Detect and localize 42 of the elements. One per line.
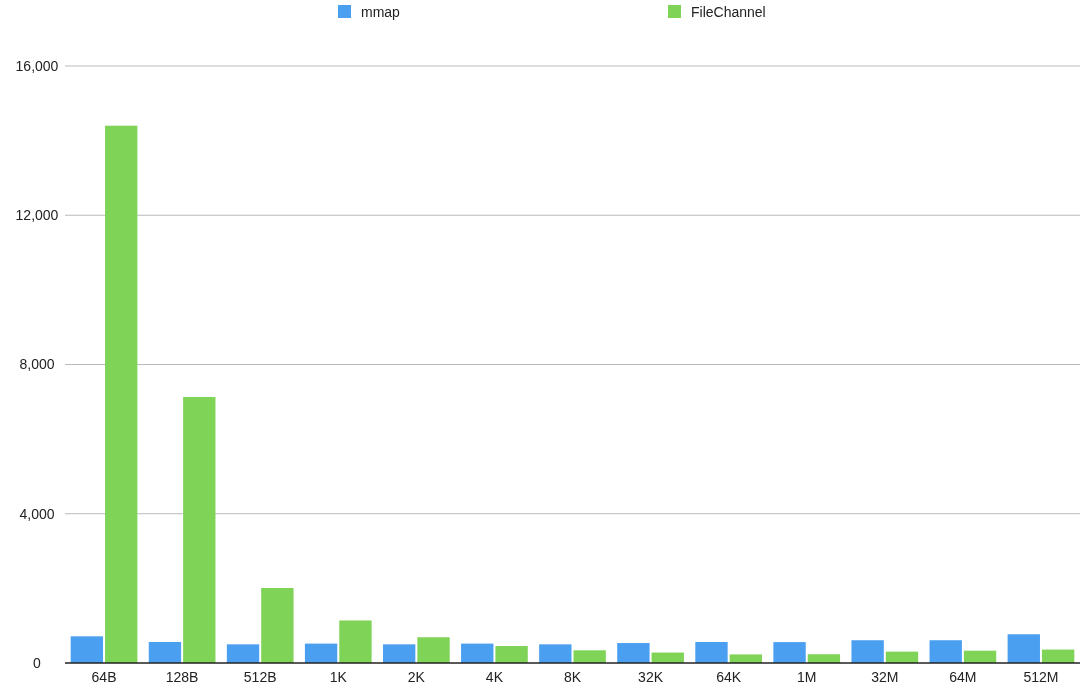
- bar: [929, 640, 962, 663]
- bar: [729, 654, 763, 663]
- bar: [304, 643, 338, 663]
- bar: [226, 644, 260, 663]
- legend-label: FileChannel: [691, 3, 766, 20]
- x-tick-label: 128B: [165, 669, 199, 685]
- bar: [851, 640, 884, 663]
- x-tick-label: 32K: [638, 669, 664, 685]
- legend-label: mmap: [361, 3, 401, 20]
- bar: [70, 636, 104, 663]
- bar: [1007, 634, 1040, 663]
- x-tick-label: 4K: [485, 669, 504, 685]
- bar: [261, 588, 294, 663]
- bar: [148, 641, 182, 663]
- bar: [339, 620, 372, 663]
- x-tick-label: 2K: [407, 669, 426, 685]
- x-tick-label: 512M: [1023, 669, 1059, 685]
- x-tick-label: 1M: [797, 669, 817, 685]
- bar: [539, 644, 572, 663]
- y-tick-label: 16,000: [15, 57, 59, 74]
- bar: [807, 654, 841, 663]
- x-tick-label: 512B: [243, 669, 277, 685]
- bar: [773, 642, 806, 663]
- bar: [573, 650, 606, 663]
- y-tick-label: 12,000: [15, 207, 59, 224]
- bar: [617, 643, 650, 663]
- x-tick-label: 64M: [949, 669, 977, 685]
- bar: [183, 396, 216, 663]
- x-tick-label: 1K: [329, 669, 348, 685]
- y-tick-label: 8,000: [19, 356, 55, 373]
- x-tick-label: 64K: [716, 669, 742, 685]
- bar: [417, 637, 450, 663]
- bar: [495, 646, 528, 663]
- x-tick-label: 64B: [91, 669, 117, 685]
- bar: [695, 641, 728, 663]
- y-tick-label: 0: [33, 654, 42, 671]
- y-tick-label: 4,000: [19, 505, 55, 522]
- x-tick-label: 32M: [871, 669, 899, 685]
- bar: [382, 644, 416, 663]
- x-tick-label: 8K: [563, 669, 582, 685]
- bar: [461, 643, 494, 663]
- bar: [105, 125, 138, 663]
